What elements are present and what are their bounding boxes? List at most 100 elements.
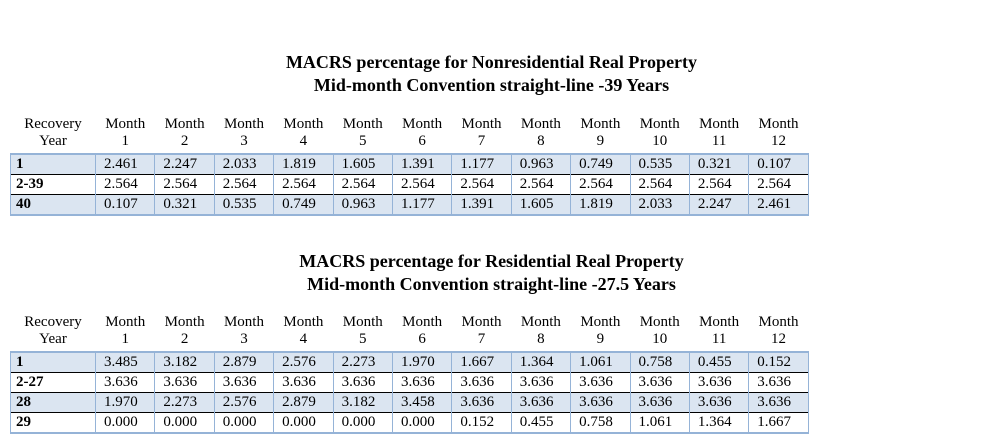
percentage-cell: 3.636 xyxy=(688,392,750,413)
month-column-header: Month 1 xyxy=(105,116,146,149)
percentage-cell: 0.455 xyxy=(688,351,750,373)
month-column-header: Month 11 xyxy=(699,116,740,149)
percentage-cell: 1.391 xyxy=(391,153,453,175)
percentage-cell: 3.636 xyxy=(570,372,631,393)
percentage-cell: 1.819 xyxy=(273,153,334,175)
percentage-cell: 2.576 xyxy=(273,351,334,373)
percentage-cell: 1.364 xyxy=(688,412,750,434)
percentage-cell: 2.033 xyxy=(213,153,275,175)
percentage-cell: 1.819 xyxy=(570,194,631,216)
percentage-cell: 0.000 xyxy=(391,412,453,434)
percentage-cell: 0.152 xyxy=(748,351,809,373)
month-column-header: Month 9 xyxy=(580,116,621,149)
month-column-header: Month 10 xyxy=(639,116,680,149)
percentage-cell: 2.247 xyxy=(154,153,215,175)
percentage-cell: 1.970 xyxy=(391,351,453,373)
table-row: 2-39 2.564 2.564 2.564 2.564 2.564 2.564 2.564 2… xyxy=(10,174,809,195)
percentage-cell: 2.879 xyxy=(213,351,275,373)
percentage-cell: 2.564 xyxy=(688,174,750,195)
percentage-cell: 3.636 xyxy=(510,392,572,413)
percentage-cell: 1.061 xyxy=(629,412,690,434)
percentage-cell: 3.636 xyxy=(629,372,690,393)
percentage-cell: 2.564 xyxy=(391,174,453,195)
percentage-cell: 0.321 xyxy=(154,194,215,216)
recovery-year-cell: 28 xyxy=(10,392,96,413)
percentage-cell: 0.000 xyxy=(213,412,275,434)
percentage-cell: 1.667 xyxy=(748,412,809,434)
percentage-cell: 1.391 xyxy=(451,194,512,216)
percentage-cell: 0.000 xyxy=(332,412,393,434)
percentage-cell: 2.564 xyxy=(94,174,156,195)
recovery-year-cell: 29 xyxy=(10,412,96,434)
percentage-cell: 3.636 xyxy=(451,392,512,413)
recovery-year-cell: 2-27 xyxy=(10,372,96,393)
recovery-year-column-header: Recovery Year xyxy=(24,116,82,149)
month-column-header: Month 11 xyxy=(699,314,740,347)
nonresidential-table-title: MACRS percentage for Nonresidential Real… xyxy=(0,51,983,97)
month-column-header: Month 3 xyxy=(223,314,264,347)
recovery-year-cell: 2-39 xyxy=(10,174,96,195)
macrs-nonresidential-table: Recovery Year Month 1 Month 2 Month 3 Month 4 Mont… xyxy=(10,116,809,216)
percentage-cell: 0.749 xyxy=(273,194,334,216)
month-column-header: Month 12 xyxy=(758,314,799,347)
percentage-cell: 0.321 xyxy=(688,153,750,175)
percentage-cell: 3.636 xyxy=(213,372,275,393)
percentage-cell: 3.636 xyxy=(154,372,215,393)
percentage-cell: 1.177 xyxy=(391,194,453,216)
percentage-cell: 0.963 xyxy=(332,194,393,216)
month-column-header: Month 8 xyxy=(520,116,561,149)
percentage-cell: 3.636 xyxy=(94,372,156,393)
percentage-cell: 3.636 xyxy=(688,372,750,393)
percentage-cell: 2.564 xyxy=(510,174,572,195)
percentage-cell: 2.879 xyxy=(273,392,334,413)
percentage-cell: 0.758 xyxy=(629,351,690,373)
percentage-cell: 2.564 xyxy=(451,174,512,195)
percentage-cell: 2.576 xyxy=(213,392,275,413)
header-row: Recovery Year Month 1 Month 2 Month 3 Month 4 Mont… xyxy=(11,116,809,154)
percentage-cell: 2.461 xyxy=(748,194,809,216)
percentage-cell: 3.636 xyxy=(570,392,631,413)
title-line-1: MACRS percentage for Residential Real Pr… xyxy=(299,251,684,271)
percentage-cell: 0.000 xyxy=(94,412,156,434)
percentage-cell: 0.152 xyxy=(451,412,512,434)
recovery-year-cell: 1 xyxy=(10,153,96,175)
percentage-cell: 0.000 xyxy=(154,412,215,434)
month-column-header: Month 4 xyxy=(283,116,324,149)
percentage-cell: 2.461 xyxy=(94,153,156,175)
month-column-header: Month 5 xyxy=(342,116,383,149)
month-column-header: Month 2 xyxy=(164,314,205,347)
table-row: 29 0.000 0.000 0.000 0.000 0.000 0.000 0.152 0.4… xyxy=(10,412,809,434)
percentage-cell: 0.455 xyxy=(510,412,572,434)
percentage-cell: 2.564 xyxy=(332,174,393,195)
month-column-header: Month 1 xyxy=(105,314,146,347)
percentage-cell: 0.535 xyxy=(213,194,275,216)
percentage-cell: 1.970 xyxy=(94,392,156,413)
percentage-cell: 3.182 xyxy=(154,351,215,373)
percentage-cell: 0.749 xyxy=(570,153,631,175)
percentage-cell: 1.177 xyxy=(451,153,512,175)
percentage-cell: 0.758 xyxy=(570,412,631,434)
percentage-cell: 3.636 xyxy=(748,372,809,393)
month-column-header: Month 8 xyxy=(520,314,561,347)
month-column-header: Month 5 xyxy=(342,314,383,347)
month-column-header: Month 7 xyxy=(461,314,502,347)
percentage-cell: 1.605 xyxy=(510,194,572,216)
percentage-cell: 2.033 xyxy=(629,194,690,216)
residential-table-title: MACRS percentage for Residential Real Pr… xyxy=(0,250,983,296)
percentage-cell: 1.605 xyxy=(332,153,393,175)
month-column-header: Month 10 xyxy=(639,314,680,347)
table-row: 1 3.485 3.182 2.879 2.576 2.273 1.970 1.667 1.36… xyxy=(10,351,809,373)
percentage-cell: 0.000 xyxy=(273,412,334,434)
percentage-cell: 3.636 xyxy=(510,372,572,393)
header-row: Recovery Year Month 1 Month 2 Month 3 Month 4 Mont… xyxy=(11,314,809,352)
percentage-cell: 2.564 xyxy=(629,174,690,195)
percentage-cell: 2.564 xyxy=(748,174,809,195)
month-column-header: Month 7 xyxy=(461,116,502,149)
month-column-header: Month 9 xyxy=(580,314,621,347)
percentage-cell: 3.636 xyxy=(332,372,393,393)
recovery-year-column-header: Recovery Year xyxy=(24,314,82,347)
title-line-2: Mid-month Convention straight-line -39 Y… xyxy=(313,75,670,95)
percentage-cell: 3.458 xyxy=(391,392,453,413)
macrs-residential-table: Recovery Year Month 1 Month 2 Month 3 Month 4 Mont… xyxy=(10,314,809,434)
percentage-cell: 3.636 xyxy=(391,372,453,393)
